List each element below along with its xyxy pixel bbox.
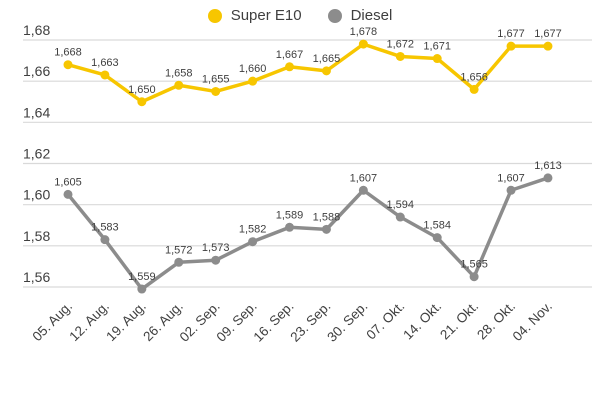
x-axis-tick-label: 14. Okt. — [400, 299, 444, 343]
diesel-data-label: 1,559 — [128, 271, 156, 283]
super-e10-data-label: 1,668 — [54, 47, 82, 59]
diesel-data-label: 1,584 — [423, 220, 451, 232]
super-e10-data-point — [100, 70, 110, 80]
super-e10-data-point — [395, 51, 405, 61]
diesel-data-label: 1,613 — [534, 160, 562, 172]
super-e10-data-label: 1,677 — [534, 28, 562, 40]
super-e10-data-label: 1,655 — [202, 73, 230, 85]
legend-label-diesel: Diesel — [350, 7, 393, 24]
diesel-data-label: 1,573 — [202, 242, 230, 254]
diesel-data-point — [506, 185, 516, 195]
super-e10-data-label: 1,667 — [276, 49, 304, 61]
diesel-data-point — [211, 255, 221, 265]
super-e10-legend-dot-icon — [207, 8, 222, 23]
legend-label-super-e10: Super E10 — [230, 7, 302, 24]
super-e10-data-label: 1,660 — [239, 63, 267, 75]
diesel-data-label: 1,607 — [497, 172, 525, 184]
super-e10-data-label: 1,650 — [128, 84, 156, 96]
diesel-data-label: 1,594 — [387, 199, 415, 211]
x-axis-tick-label: 19. Aug. — [103, 299, 149, 345]
super-e10-data-point — [469, 84, 479, 94]
y-axis-tick-label: 1,64 — [23, 104, 50, 120]
super-e10-line — [66, 42, 550, 104]
y-axis-tick-label: 1,62 — [23, 146, 50, 162]
super-e10-data-label: 1,672 — [387, 38, 415, 50]
diesel-data-point — [285, 222, 295, 232]
super-e10-data-label: 1,658 — [165, 67, 193, 79]
diesel-data-point — [395, 212, 405, 222]
x-axis-tick-label: 04. Nov. — [510, 299, 555, 344]
diesel-data-point — [63, 189, 73, 199]
diesel-data-point — [321, 224, 331, 234]
legend: Super E10 Diesel — [0, 7, 600, 24]
y-axis-tick-label: 1,58 — [23, 228, 50, 244]
diesel-data-label: 1,607 — [350, 172, 378, 184]
super-e10-data-point — [358, 39, 368, 49]
diesel-data-label: 1,605 — [54, 176, 82, 188]
y-axis-tick-label: 1,60 — [23, 187, 50, 203]
diesel-data-point — [137, 284, 147, 294]
super-e10-data-point — [63, 60, 73, 70]
super-e10-data-label: 1,677 — [497, 28, 525, 40]
super-e10-data-point — [432, 54, 442, 64]
diesel-data-point — [358, 185, 368, 195]
super-e10-data-label: 1,663 — [91, 57, 119, 69]
diesel-data-point — [469, 272, 479, 282]
x-axis-tick-label: 05. Aug. — [29, 299, 75, 345]
legend-item-diesel: Diesel — [327, 7, 393, 24]
diesel-data-label: 1,589 — [276, 209, 304, 221]
diesel-data-point — [543, 173, 553, 183]
diesel-data-label: 1,582 — [239, 224, 267, 236]
super-e10-data-point — [321, 66, 331, 76]
diesel-data-label: 1,588 — [313, 211, 341, 223]
diesel-data-point — [100, 235, 110, 245]
diesel-data-point — [174, 257, 184, 267]
super-e10-data-point — [248, 76, 258, 86]
y-axis-tick-label: 1,66 — [23, 63, 50, 79]
y-axis-tick-label: 1,68 — [23, 22, 50, 38]
super-e10-data-point — [285, 62, 295, 72]
super-e10-data-point — [174, 80, 184, 90]
super-e10-data-point — [543, 41, 553, 51]
super-e10-data-point — [211, 86, 221, 96]
x-axis-tick-label: 30. Sep. — [324, 299, 370, 345]
diesel-data-label: 1,572 — [165, 244, 193, 256]
super-e10-data-point — [506, 41, 516, 51]
y-axis-tick-label: 1,56 — [23, 269, 50, 285]
x-axis-tick-label: 07. Okt. — [363, 299, 407, 343]
diesel-line — [66, 176, 550, 291]
legend-item-super-e10: Super E10 — [207, 7, 302, 24]
super-e10-data-point — [137, 97, 147, 107]
diesel-data-label: 1,565 — [460, 259, 488, 271]
diesel-data-label: 1,583 — [91, 222, 119, 234]
super-e10-data-label: 1,656 — [460, 71, 488, 83]
diesel-legend-dot-icon — [327, 8, 342, 23]
diesel-data-point — [432, 233, 442, 243]
super-e10-data-label: 1,671 — [423, 41, 451, 53]
diesel-data-point — [248, 237, 258, 247]
super-e10-data-label: 1,678 — [350, 26, 378, 38]
x-axis-tick-label: 21. Okt. — [437, 299, 481, 343]
super-e10-data-label: 1,665 — [313, 53, 341, 65]
x-axis-tick-label: 12. Aug. — [66, 299, 112, 345]
